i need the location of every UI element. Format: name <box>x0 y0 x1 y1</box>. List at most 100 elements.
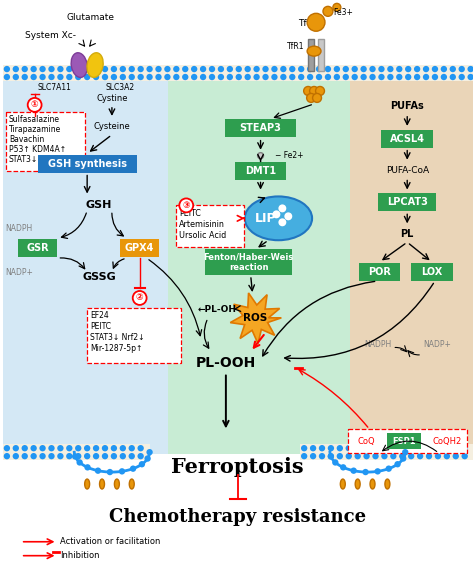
Circle shape <box>307 94 316 102</box>
Circle shape <box>137 453 144 459</box>
Circle shape <box>374 468 381 475</box>
Text: CoQH2: CoQH2 <box>432 437 462 446</box>
Circle shape <box>310 453 316 459</box>
Circle shape <box>48 66 55 73</box>
Circle shape <box>444 445 450 452</box>
Text: ROS: ROS <box>244 313 268 323</box>
Circle shape <box>13 74 19 80</box>
Circle shape <box>102 74 108 80</box>
Text: NADP+: NADP+ <box>423 340 451 349</box>
Circle shape <box>408 445 414 452</box>
Circle shape <box>133 291 146 305</box>
Circle shape <box>119 445 126 452</box>
Circle shape <box>146 66 153 73</box>
Text: Tf: Tf <box>298 19 307 28</box>
Circle shape <box>48 74 55 80</box>
Circle shape <box>191 74 197 80</box>
Ellipse shape <box>85 479 90 489</box>
Circle shape <box>396 74 402 80</box>
Circle shape <box>111 66 117 73</box>
Text: GSR: GSR <box>26 243 49 253</box>
Circle shape <box>4 66 10 73</box>
Circle shape <box>426 453 432 459</box>
Text: STEAP3: STEAP3 <box>240 123 282 133</box>
Circle shape <box>364 453 370 459</box>
Circle shape <box>462 445 468 452</box>
Circle shape <box>254 74 260 80</box>
Circle shape <box>227 74 233 80</box>
Circle shape <box>369 66 376 73</box>
Text: Cystine: Cystine <box>96 94 128 103</box>
Circle shape <box>435 453 441 459</box>
Bar <box>308 39 314 71</box>
Circle shape <box>48 445 55 452</box>
Text: GSH: GSH <box>86 200 112 210</box>
Text: PL-OOH: PL-OOH <box>196 356 256 369</box>
Circle shape <box>441 74 447 80</box>
Circle shape <box>458 74 465 80</box>
Circle shape <box>271 74 278 80</box>
Text: LOX: LOX <box>421 267 443 277</box>
Circle shape <box>458 66 465 73</box>
Circle shape <box>340 464 346 471</box>
Ellipse shape <box>307 46 321 56</box>
Bar <box>225 119 296 136</box>
Circle shape <box>30 453 37 459</box>
Circle shape <box>405 74 411 80</box>
Text: GPX4: GPX4 <box>125 243 155 253</box>
Circle shape <box>310 445 316 452</box>
Circle shape <box>236 66 242 73</box>
Text: Tirapazamine: Tirapazamine <box>9 125 61 134</box>
Circle shape <box>13 445 19 452</box>
Bar <box>348 429 467 453</box>
Text: STAT3↓: STAT3↓ <box>9 155 38 164</box>
Circle shape <box>462 453 468 459</box>
Text: PUFAs: PUFAs <box>390 101 424 111</box>
Circle shape <box>399 453 405 459</box>
Circle shape <box>381 445 388 452</box>
Text: LPCAT3: LPCAT3 <box>387 198 428 207</box>
Circle shape <box>257 152 264 159</box>
Bar <box>87 308 181 363</box>
Circle shape <box>179 199 193 212</box>
Circle shape <box>236 74 242 80</box>
Circle shape <box>414 74 420 80</box>
Circle shape <box>400 455 406 462</box>
Circle shape <box>75 66 82 73</box>
Circle shape <box>200 66 206 73</box>
Bar <box>318 39 324 71</box>
Ellipse shape <box>355 479 360 489</box>
Circle shape <box>273 210 281 218</box>
Circle shape <box>137 66 144 73</box>
Circle shape <box>337 453 343 459</box>
Circle shape <box>39 66 46 73</box>
Circle shape <box>343 66 349 73</box>
Bar <box>120 239 159 257</box>
Circle shape <box>119 453 126 459</box>
Circle shape <box>4 453 10 459</box>
Circle shape <box>298 74 304 80</box>
Circle shape <box>66 66 73 73</box>
Circle shape <box>316 66 322 73</box>
Text: PL: PL <box>401 229 414 239</box>
Bar <box>3 444 150 460</box>
Bar <box>350 66 473 454</box>
Circle shape <box>355 445 361 452</box>
Circle shape <box>378 74 384 80</box>
Circle shape <box>453 445 459 452</box>
Circle shape <box>84 74 91 80</box>
Circle shape <box>435 445 441 452</box>
Circle shape <box>66 74 73 80</box>
Text: Mir-1287-5p↑: Mir-1287-5p↑ <box>90 344 143 353</box>
Circle shape <box>417 453 423 459</box>
Circle shape <box>467 74 474 80</box>
Ellipse shape <box>100 479 104 489</box>
Circle shape <box>450 66 456 73</box>
Bar <box>18 239 57 257</box>
Ellipse shape <box>129 479 134 489</box>
Circle shape <box>111 445 117 452</box>
Circle shape <box>262 66 269 73</box>
Circle shape <box>245 66 251 73</box>
Circle shape <box>289 74 295 80</box>
Circle shape <box>280 74 286 80</box>
